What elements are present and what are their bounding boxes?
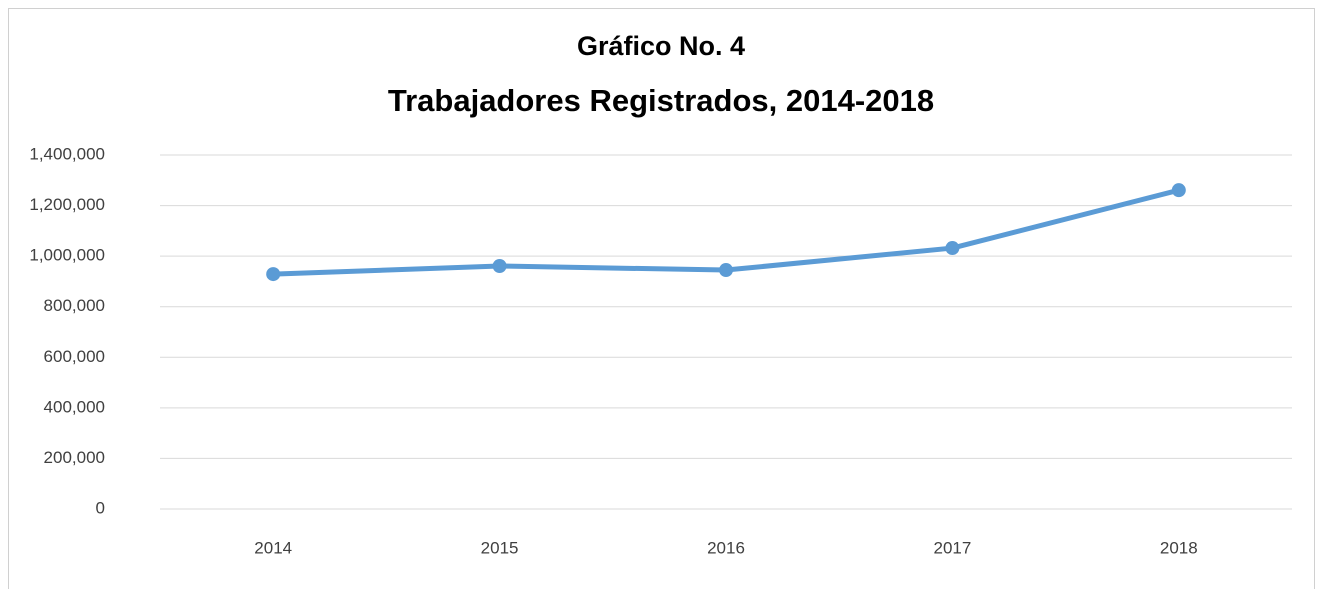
chart-border bbox=[8, 8, 1315, 589]
data-point bbox=[266, 267, 281, 282]
data-point bbox=[492, 259, 507, 274]
data-point bbox=[719, 263, 733, 278]
y-tick-label: 400,000 bbox=[44, 397, 105, 416]
y-tick-label: 1,200,000 bbox=[29, 195, 105, 214]
chart-subtitle: Trabajadores Registrados, 2014-2018 bbox=[388, 83, 934, 118]
chart-title: Gráfico No. 4 bbox=[577, 31, 745, 61]
x-tick-label: 2014 bbox=[254, 538, 292, 557]
data-point bbox=[945, 241, 960, 256]
y-tick-label: 0 bbox=[96, 498, 105, 517]
data-point bbox=[1171, 183, 1186, 198]
y-tick-label: 1,000,000 bbox=[29, 246, 105, 265]
x-tick-label: 2016 bbox=[707, 538, 745, 557]
y-tick-label: 1,400,000 bbox=[29, 144, 105, 163]
y-tick-label: 200,000 bbox=[44, 448, 105, 467]
y-tick-label: 600,000 bbox=[44, 347, 105, 366]
x-tick-label: 2017 bbox=[933, 538, 971, 557]
x-tick-label: 2015 bbox=[481, 538, 519, 557]
y-tick-label: 800,000 bbox=[44, 296, 105, 315]
x-tick-label: 2018 bbox=[1160, 538, 1198, 557]
